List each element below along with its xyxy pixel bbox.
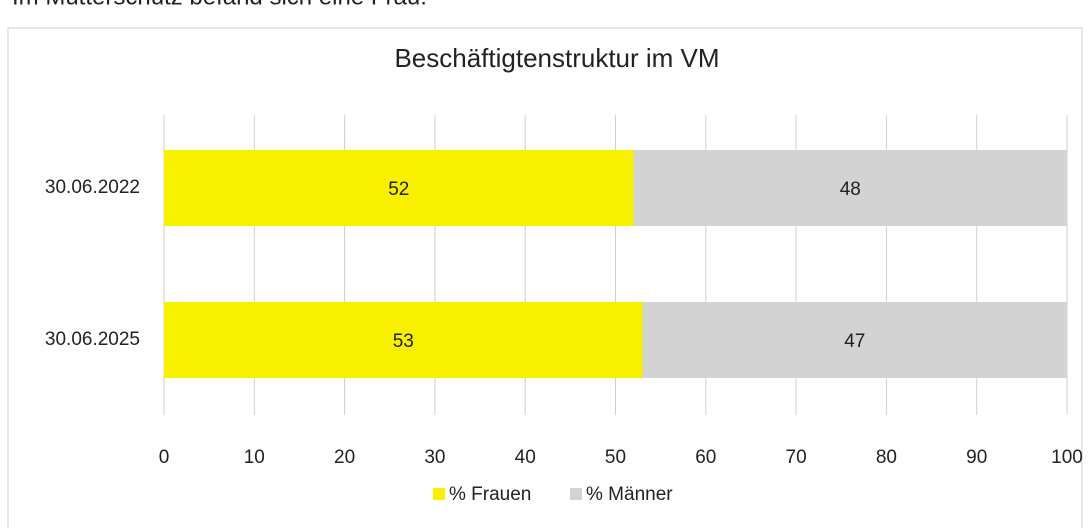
x-tick-label: 80 (876, 447, 897, 468)
x-tick-label: 100 (1051, 447, 1083, 468)
bar-segment (164, 302, 643, 378)
bar-segment (633, 150, 1067, 226)
above-text: Im Mutterschutz befand sich eine Frau. (12, 0, 427, 10)
x-tick-label: 20 (334, 447, 355, 468)
legend-label: % Männer (586, 484, 673, 505)
x-tick-label: 50 (605, 447, 626, 468)
bar-segment (164, 150, 634, 226)
x-tick-label: 10 (244, 447, 265, 468)
y-tick-label: 30.06.2022 (45, 177, 140, 198)
x-tick-label: 90 (966, 447, 987, 468)
legend-swatch (433, 488, 445, 500)
y-tick-label: 30.06.2025 (45, 329, 140, 350)
data-label: 52 (388, 179, 409, 200)
legend-swatch (570, 488, 582, 500)
legend-label: % Frauen (449, 484, 531, 505)
x-tick-label: 60 (695, 447, 716, 468)
x-tick-label: 40 (515, 447, 536, 468)
chart-frame (7, 27, 1083, 528)
x-tick-label: 30 (424, 447, 445, 468)
bar-segment (642, 302, 1067, 378)
data-label: 53 (393, 331, 414, 352)
data-label: 48 (840, 179, 861, 200)
x-tick-label: 0 (159, 447, 170, 468)
data-label: 47 (844, 331, 865, 352)
x-tick-label: 70 (786, 447, 807, 468)
chart-title: Beschäftigtenstruktur im VM (394, 43, 719, 73)
